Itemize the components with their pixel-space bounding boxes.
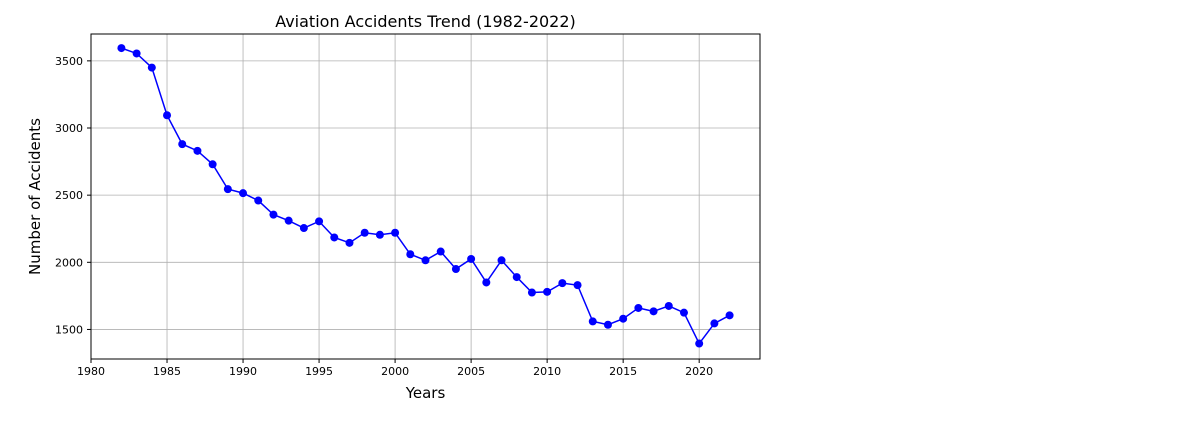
data-point (664, 301, 673, 310)
x-tick-label: 2010 (533, 365, 561, 378)
x-tick-label: 2020 (685, 365, 713, 378)
data-point (269, 210, 278, 219)
y-axis-label: Number of Accidents (26, 118, 44, 275)
data-point (147, 63, 156, 72)
data-point (223, 185, 232, 194)
data-point (421, 256, 430, 265)
data-point (239, 189, 248, 198)
data-point (482, 278, 491, 287)
axis-ticks: 1980 1985 1990 1995 2000 2005 2010 2015 2020 1500… (55, 55, 713, 378)
chart-title: Aviation Accidents Trend (1982-2022) (275, 12, 576, 31)
data-point (208, 160, 217, 169)
data-point (360, 228, 369, 237)
data-point (284, 216, 293, 225)
data-point (679, 308, 688, 317)
y-tick-label: 2000 (55, 256, 83, 269)
x-tick-label: 2015 (609, 365, 637, 378)
data-point (406, 250, 415, 259)
plot-frame (90, 33, 761, 360)
data-point (132, 49, 141, 58)
x-tick-label: 1990 (229, 365, 257, 378)
data-point (527, 288, 536, 297)
data-point (497, 256, 506, 265)
grid (90, 34, 760, 359)
data-point (710, 319, 719, 328)
data-point (451, 265, 460, 274)
data-point (193, 146, 202, 155)
data-point (330, 233, 339, 242)
data-point (512, 273, 521, 282)
data-point (573, 281, 582, 290)
data-point (345, 238, 354, 247)
data-point (117, 44, 126, 53)
x-tick-label: 1985 (153, 365, 181, 378)
data-point (543, 287, 552, 296)
x-tick-label: 2005 (457, 365, 485, 378)
data-point (588, 317, 597, 326)
x-axis-label: Years (405, 384, 446, 402)
y-tick-label: 3000 (55, 122, 83, 135)
data-point (619, 314, 628, 323)
data-point (315, 217, 324, 226)
data-point (436, 247, 445, 256)
series-line (121, 47, 730, 345)
data-point (695, 339, 704, 348)
data-point (375, 230, 384, 239)
data-point (163, 111, 172, 120)
y-tick-label: 3500 (55, 55, 83, 68)
data-point (558, 279, 567, 288)
data-point (649, 307, 658, 316)
y-tick-label: 2500 (55, 189, 83, 202)
y-tick-label: 1500 (55, 323, 83, 336)
data-point (391, 228, 400, 237)
data-point (254, 196, 263, 205)
x-tick-label: 1980 (77, 365, 105, 378)
data-point (634, 303, 643, 312)
plot-area (117, 44, 734, 348)
data-point (178, 140, 187, 149)
x-tick-label: 1995 (305, 365, 333, 378)
data-point (467, 254, 476, 263)
data-point (299, 224, 308, 233)
data-point (603, 320, 612, 329)
x-tick-label: 2000 (381, 365, 409, 378)
data-point (725, 311, 734, 320)
